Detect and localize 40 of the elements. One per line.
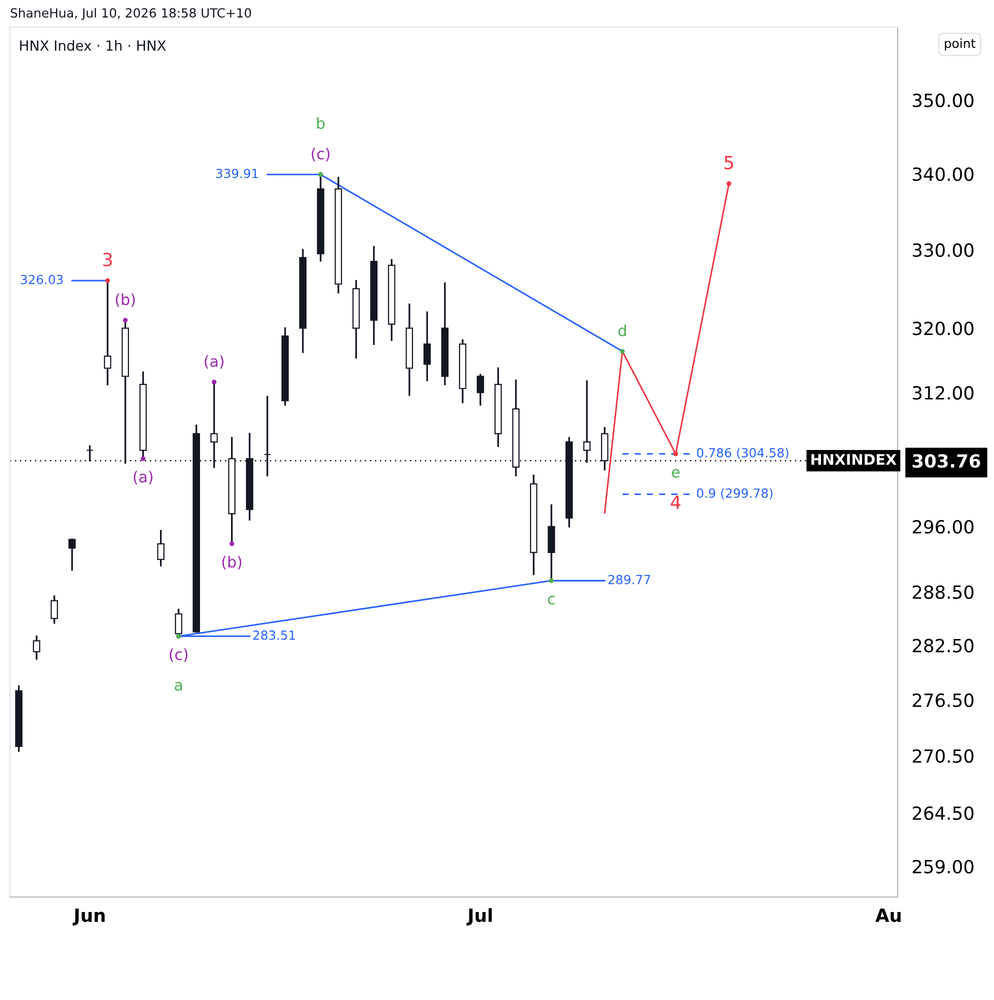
data-label: 289.77 (608, 574, 650, 584)
data-label: 0.9 (299.78) (697, 488, 772, 500)
text: HNX Index · 1h · HNX (20, 40, 166, 51)
data-label: b (317, 117, 325, 129)
x-tick-label: Jun (72, 908, 105, 926)
y-tick-label: 312.00 (912, 386, 974, 400)
y-tick-label: 288.50 (912, 585, 974, 599)
ref-line-label: HNXINDEX (811, 454, 896, 465)
y-tick-label: 330.00 (912, 243, 974, 257)
x-tick-label: Jul (466, 908, 492, 926)
series-label: 3 (103, 252, 112, 266)
chart-subtitle: ShaneHua, Jul 10, 2026 18:58 UTC+10 (10, 8, 252, 20)
y-tick-label: 296.00 (912, 520, 974, 534)
series-label: 5 (724, 156, 734, 170)
y-axis-title: point (944, 38, 976, 50)
data-label: 339.91 (216, 168, 258, 178)
data-label: (b) (116, 293, 135, 307)
y-tick-label: 276.50 (912, 693, 974, 708)
data-label: 326.03 (20, 274, 63, 284)
data-label: 0.786 (304.58) (697, 448, 788, 459)
data-label: e (672, 468, 680, 478)
y-tick-label: 350.00 (912, 94, 974, 108)
text: 4 (670, 496, 680, 509)
y-tick-label: 264.50 (912, 806, 974, 820)
data-label: 283.51 (253, 630, 295, 640)
data-label: d (618, 324, 626, 336)
y-tick-label: 340.00 (912, 167, 974, 181)
y-tick-label: 270.50 (912, 749, 974, 763)
data-label: (a) (134, 470, 152, 484)
data-label: (b) (222, 556, 242, 570)
y-tick-label: 320.00 (912, 322, 974, 336)
y-tick-label: 282.50 (912, 638, 974, 652)
y-tick-label: 259.00 (912, 860, 974, 874)
data-label: a (174, 682, 182, 691)
x-tick-label: Au (875, 908, 901, 922)
data-label: (c) (312, 148, 330, 162)
data-label: (c) (170, 648, 188, 662)
data-label: c (548, 596, 555, 605)
y-tick-label: 303.76 (912, 454, 980, 468)
data-label: (a) (204, 355, 224, 369)
